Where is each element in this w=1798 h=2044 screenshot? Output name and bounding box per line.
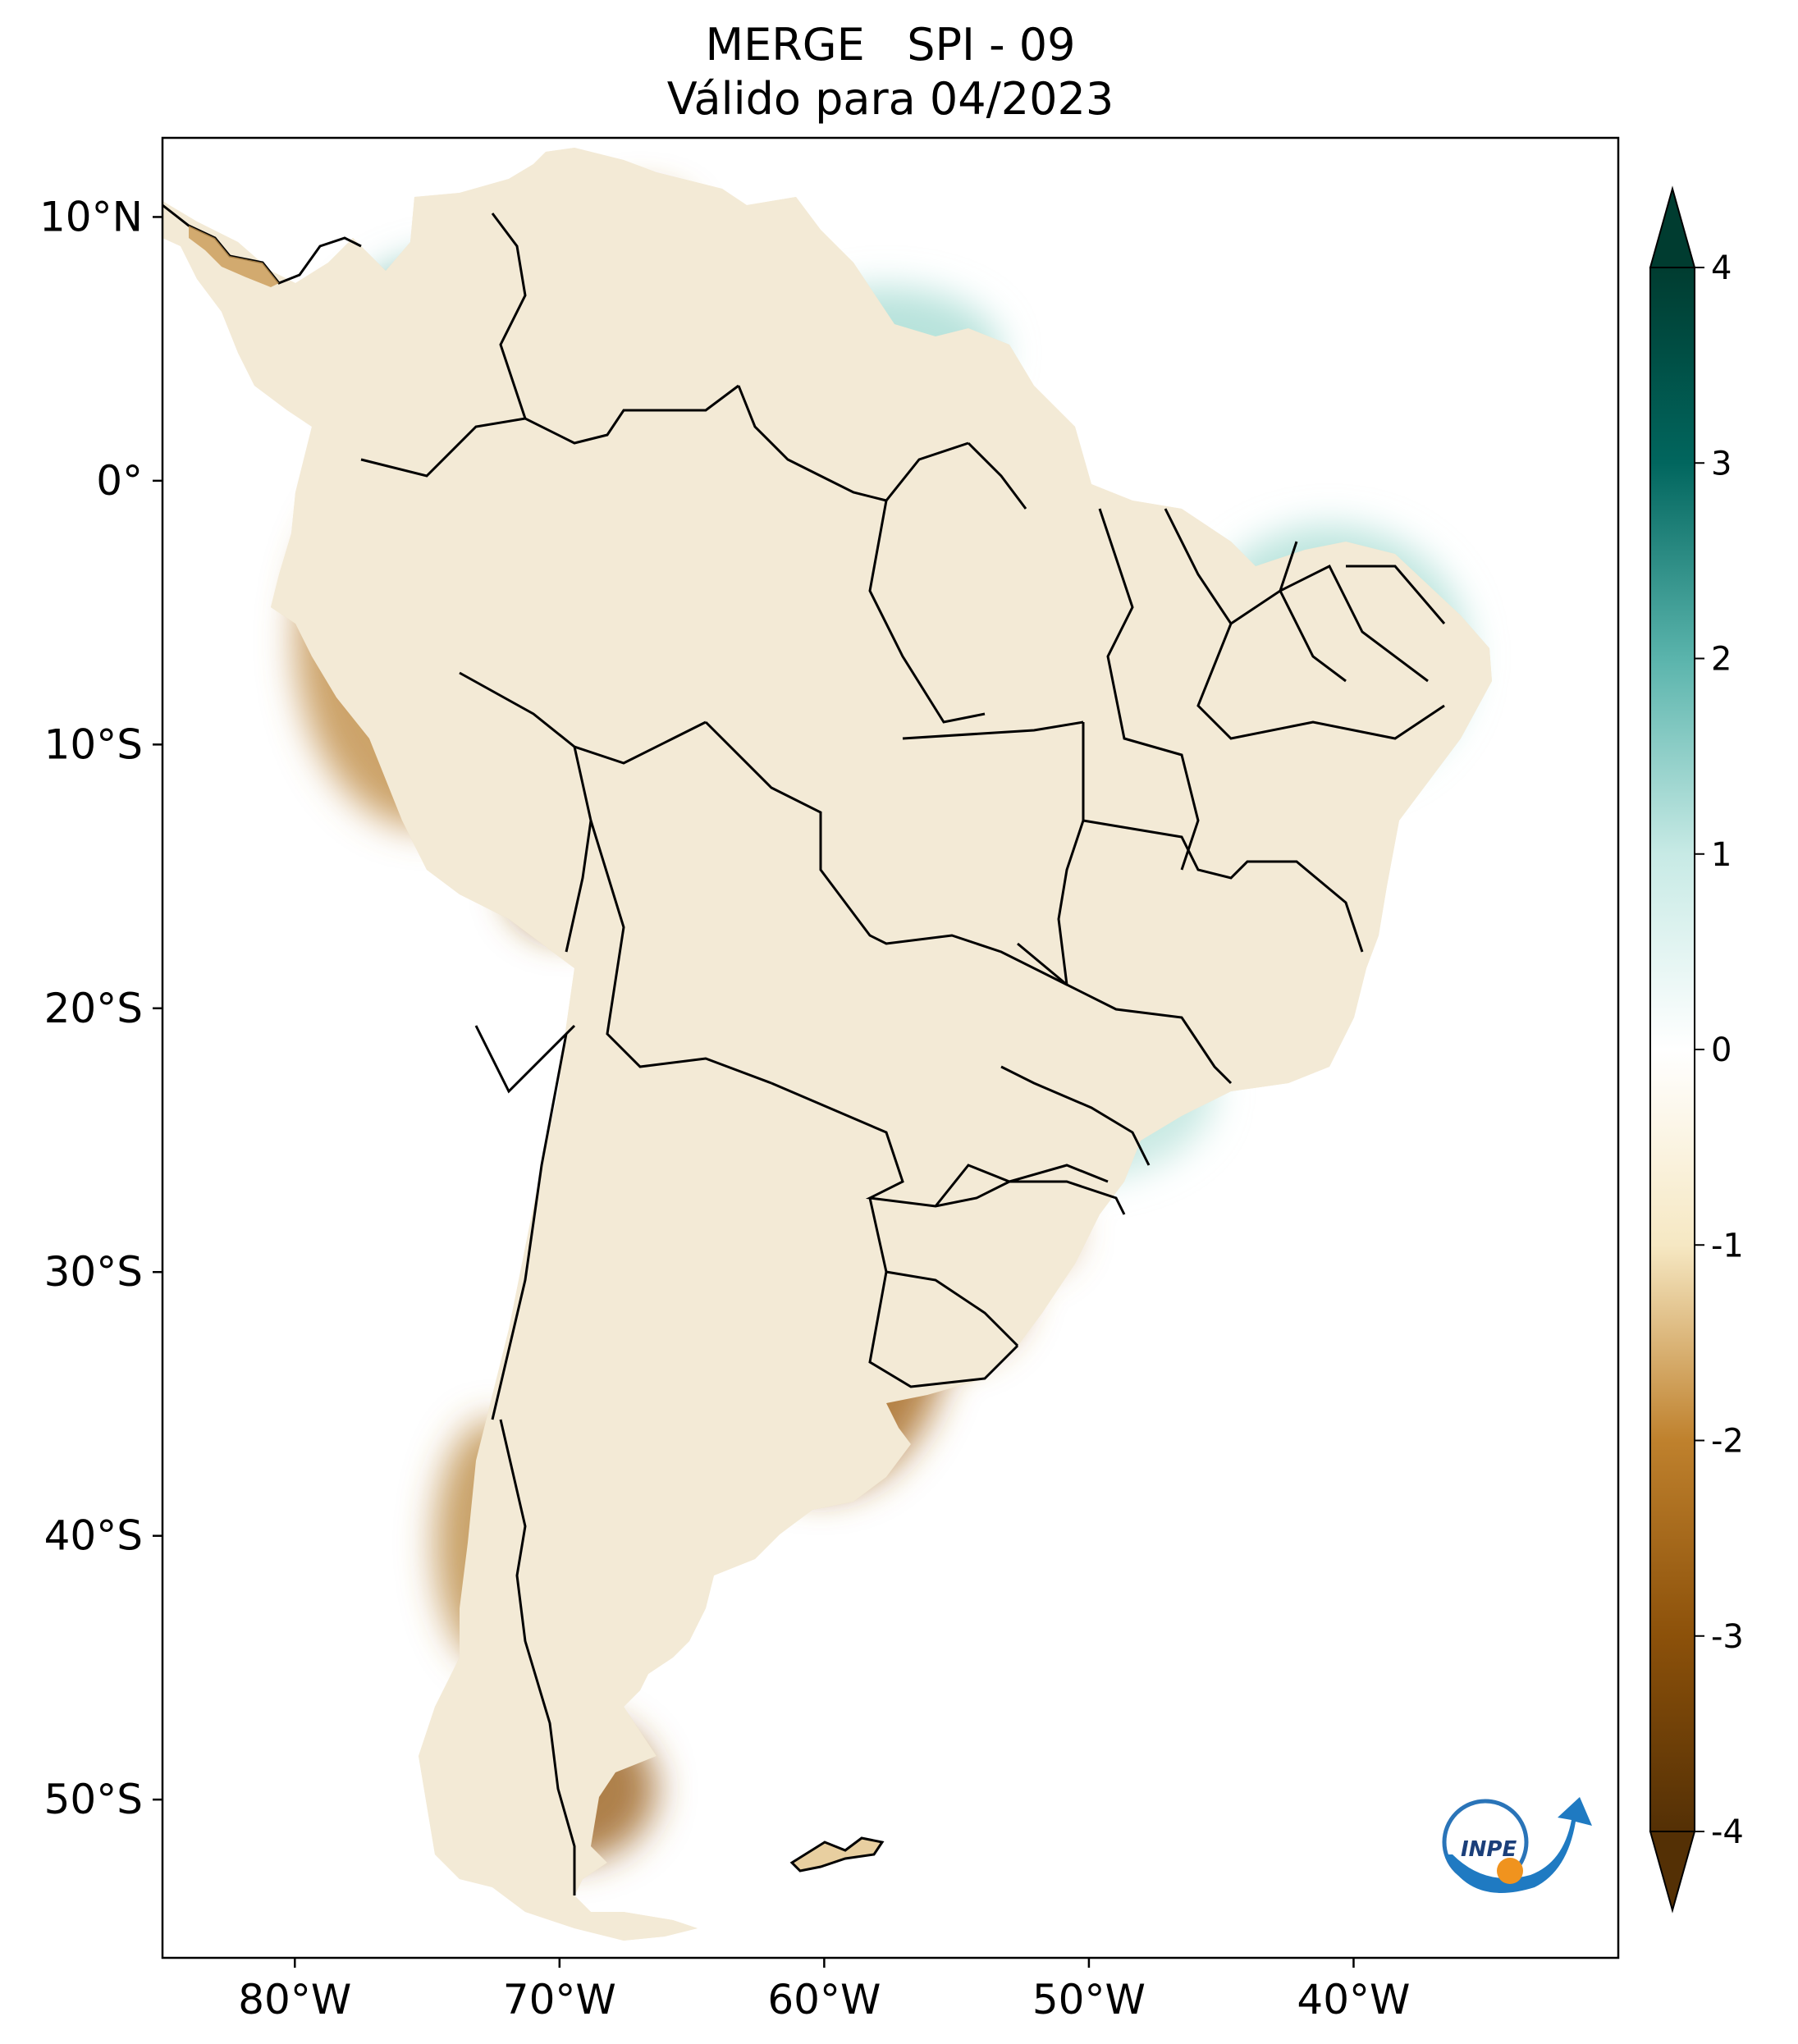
colorbar: 4 3 2 1 0 -1 -2 -3 -4 [1649, 185, 1744, 1914]
colorbar-gradient [1649, 267, 1695, 1832]
logo-text: INPE [1461, 1837, 1517, 1862]
colorbar-tick-label: 3 [1711, 445, 1732, 482]
colorbar-tick-label: 1 [1711, 836, 1732, 874]
colorbar-max-arrow [1649, 185, 1696, 268]
lon-tick-label: 50°W [1032, 1976, 1146, 2023]
logo-swoosh-icon [1444, 1797, 1592, 1893]
colorbar-tick-label: 2 [1711, 641, 1732, 679]
map-title: MERGE SPI - 09 Válido para 04/2023 [162, 18, 1618, 126]
colorbar-tick-label: -1 [1711, 1227, 1744, 1264]
lon-tick-label: 60°W [767, 1976, 881, 2023]
latitude-axis: 10°N 0° 10°S 20°S 30°S 40°S 50°S [39, 193, 162, 1823]
lat-tick-label: 0° [96, 457, 143, 505]
inpe-logo: INPE [1442, 1797, 1592, 1893]
map-frame [161, 136, 1620, 1959]
lat-tick-label: 10°S [44, 720, 143, 768]
title-line-1: MERGE SPI - 09 [705, 19, 1076, 71]
lat-tick-label: 10°N [39, 193, 143, 240]
central-america-fill [189, 226, 279, 287]
logo-sun-icon [1497, 1858, 1523, 1884]
lon-tick-label: 80°W [238, 1976, 351, 2023]
title-line-2: Válido para 04/2023 [666, 73, 1114, 125]
lon-tick-label: 70°W [503, 1976, 616, 2023]
colorbar-min-arrow [1649, 1831, 1696, 1914]
lat-tick-label: 20°S [44, 985, 143, 1032]
colorbar-tick-label: -4 [1711, 1813, 1744, 1851]
colorbar-tick-label: -3 [1711, 1618, 1744, 1656]
colorbar-ticks: 4 3 2 1 0 -1 -2 -3 -4 [1695, 249, 1744, 1851]
lat-tick-label: 40°S [44, 1512, 143, 1560]
country-state-borders [360, 213, 1446, 1895]
falkland-islands [789, 1836, 885, 1873]
colorbar-tick-label: 4 [1711, 249, 1732, 287]
lat-tick-label: 50°S [44, 1776, 143, 1823]
longitude-axis: 80°W 70°W 60°W 50°W 40°W [238, 1958, 1410, 2023]
colorbar-tick-label: 0 [1711, 1031, 1732, 1069]
lat-tick-label: 30°S [44, 1248, 143, 1296]
colorbar-tick-label: -2 [1711, 1423, 1744, 1461]
lon-tick-label: 40°W [1297, 1976, 1410, 2023]
